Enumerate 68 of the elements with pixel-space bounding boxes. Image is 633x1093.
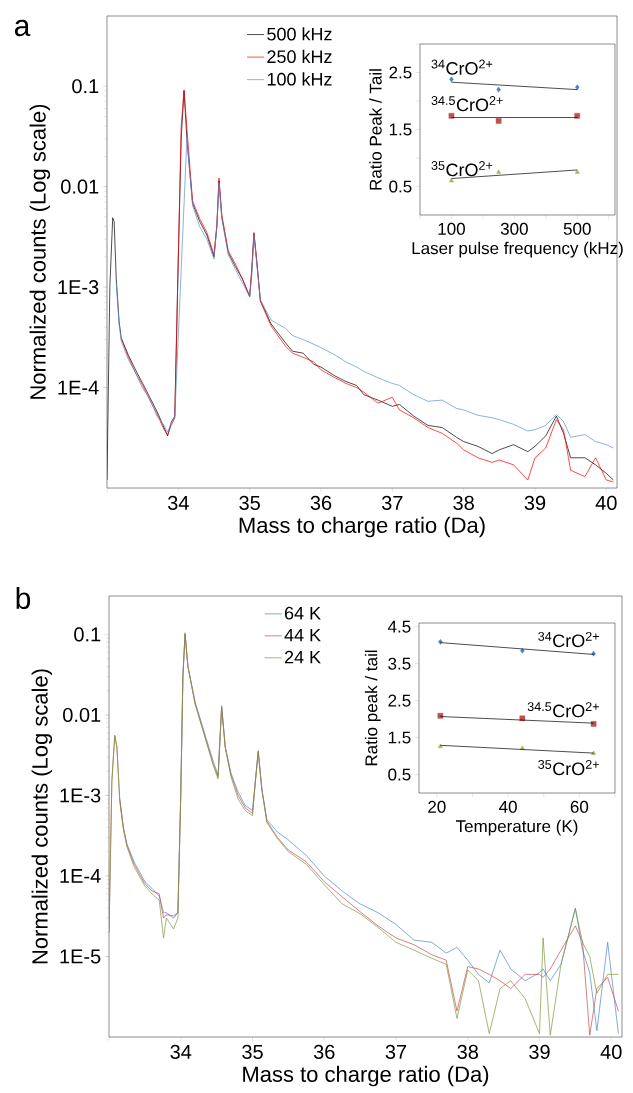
y-tick-label: 2.5	[389, 66, 412, 79]
x-tick-label: 20	[428, 800, 446, 813]
x-axis-title: Mass to charge ratio (Da)	[239, 516, 485, 538]
series-label: $^{34.5}$CrO$^{2+}$	[527, 702, 599, 718]
x-tick-label: 38	[457, 1044, 478, 1059]
legend-label: 100 kHz	[267, 72, 332, 86]
x-tick-label: 34	[170, 1044, 192, 1059]
y-tick-label: 2.5	[388, 694, 411, 707]
y-tick-label: 0.01	[61, 179, 99, 194]
x-tick-label: 36	[313, 1044, 335, 1059]
x-tick-label: 37	[381, 495, 403, 510]
y-tick-label: 1E-3	[58, 280, 99, 295]
y-tick-label: 3.5	[388, 657, 411, 670]
series-label: $^{34}$CrO$^{2+}$	[538, 631, 599, 648]
point	[495, 118, 502, 124]
x-axis-title: Temperature (K)	[455, 819, 578, 836]
y-tick-label: 0.5	[389, 180, 412, 193]
x-tick-label: 500	[563, 222, 591, 235]
y-tick-label: 1E-3	[60, 788, 101, 803]
x-tick-label: 35	[242, 1044, 263, 1059]
x-tick-label: 40	[499, 800, 517, 813]
point	[574, 169, 580, 174]
legend-label: 64 K	[284, 606, 321, 620]
x-tick-label: 35	[239, 495, 260, 510]
x-tick-label: 40	[600, 1044, 622, 1059]
point	[496, 169, 502, 174]
text: a	[14, 19, 31, 37]
point	[496, 86, 501, 93]
x-tick-label: 60	[570, 800, 589, 813]
x-tick-label: 37	[385, 1044, 407, 1059]
series-label: $^{34}$CrO$^{2+}$	[431, 59, 493, 75]
series-label: $^{35}$CrO$^{2+}$	[538, 760, 599, 776]
y-tick-label: 1E-5	[60, 949, 101, 964]
legend-label: 500 kHz	[267, 27, 332, 41]
y-tick-label: 1.5	[389, 123, 412, 136]
point	[437, 712, 444, 719]
y-tick-label: 0.1	[72, 79, 99, 94]
point	[449, 178, 454, 183]
legend-label: 44 K	[284, 628, 321, 642]
x-tick-label: 34	[167, 495, 189, 510]
legend-label: 24 K	[284, 650, 321, 664]
x-tick-label: 38	[453, 495, 474, 510]
point	[437, 743, 443, 748]
x-tick-label: 300	[500, 222, 528, 235]
y-tick-label: 4.5	[387, 620, 411, 633]
x-tick-label: 40	[595, 495, 617, 510]
point	[449, 76, 454, 83]
y-tick-label: 0.1	[74, 627, 101, 642]
x-tick-label: 100	[438, 222, 465, 235]
x-tick-label: 36	[310, 495, 332, 510]
point	[575, 84, 580, 91]
y-tick-label: 0.01	[63, 707, 101, 723]
y-axis-title: Ratio Peak / Tail	[369, 69, 382, 190]
y-tick-label: 1E-4	[60, 869, 101, 883]
series-label: $^{35}$CrO$^{2+}$	[431, 161, 493, 177]
x-tick-label: 39	[524, 495, 546, 510]
x-axis-title: Laser pulse frequency (kHz)	[412, 241, 623, 258]
x-tick-label: 39	[529, 1044, 550, 1059]
y-tick-label: 1E-4	[58, 380, 99, 395]
text: b	[16, 586, 31, 610]
y-tick-label: 0.5	[388, 768, 411, 781]
y-axis-title: Ratio peak / tail	[364, 650, 381, 766]
x-axis-title: Mass to charge ratio (Da)	[243, 1065, 489, 1087]
y-tick-label: 1.5	[388, 731, 411, 744]
y-axis-title: Normalized counts (Log scale)	[29, 104, 51, 399]
series-label: $^{34.5}$CrO$^{2+}$	[431, 96, 503, 112]
y-axis-title: Normalized counts (Log scale)	[31, 669, 53, 964]
legend-label: 250 kHz	[267, 49, 332, 64]
